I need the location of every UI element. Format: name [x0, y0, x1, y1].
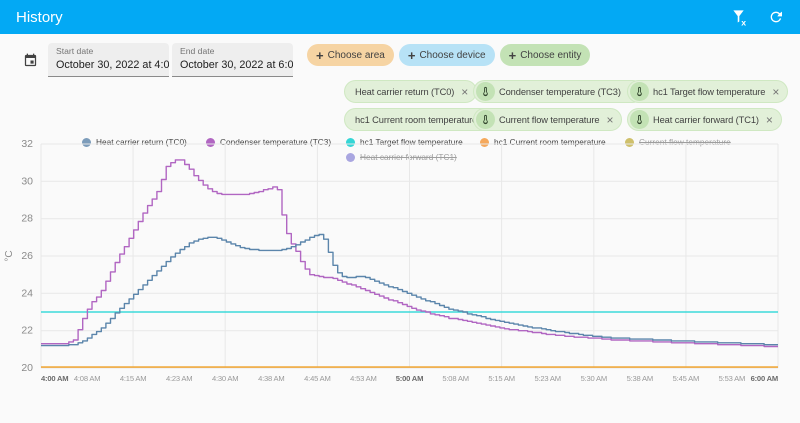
svg-text:x: x [741, 17, 746, 27]
